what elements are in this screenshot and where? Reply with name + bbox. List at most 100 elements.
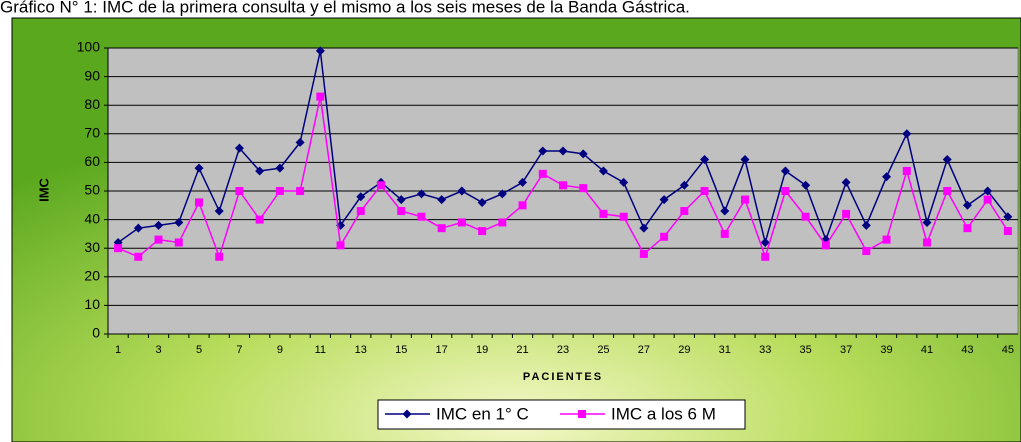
point: [680, 207, 689, 216]
point: [639, 249, 648, 258]
x-tick-label: 13: [355, 344, 367, 356]
point: [599, 209, 608, 218]
point: [518, 201, 527, 210]
point: [579, 184, 588, 193]
point: [498, 218, 507, 227]
point: [336, 241, 345, 250]
x-tick-label: 27: [638, 344, 650, 356]
point: [801, 212, 810, 221]
point: [578, 410, 586, 418]
point: [558, 146, 568, 156]
point: [963, 224, 972, 233]
point: [235, 187, 244, 195]
y-tick-label: 0: [92, 325, 100, 341]
point: [862, 247, 871, 256]
point: [316, 92, 325, 101]
point: [154, 235, 163, 244]
y-tick-label: 40: [84, 210, 100, 226]
point: [1003, 212, 1013, 222]
point: [700, 155, 710, 165]
point: [598, 166, 608, 176]
y-tick-label: 100: [77, 39, 101, 55]
x-tick-label: 1: [115, 344, 121, 356]
point: [114, 244, 123, 253]
point: [134, 252, 143, 261]
chart-title: Gráfico N° 1: IMC de la primera consulta…: [0, 0, 690, 16]
point: [1003, 227, 1012, 236]
point: [133, 223, 143, 233]
point: [402, 409, 412, 419]
point: [780, 166, 790, 176]
point: [821, 241, 830, 250]
point: [922, 217, 932, 227]
point: [720, 206, 730, 216]
x-tick-label: 23: [557, 344, 569, 356]
x-tick-label: 21: [516, 344, 528, 356]
x-tick-label: 3: [155, 344, 161, 356]
point: [377, 181, 385, 190]
x-tick-label: 15: [395, 344, 407, 356]
y-tick-label: 50: [84, 182, 100, 198]
point: [700, 187, 709, 195]
point: [538, 169, 547, 178]
point: [942, 155, 952, 165]
point: [983, 186, 993, 196]
point: [356, 207, 365, 216]
point: [841, 177, 851, 187]
point: [315, 46, 325, 56]
point: [578, 149, 588, 159]
x-tick-label: 41: [921, 344, 933, 356]
point: [437, 195, 447, 205]
point: [861, 220, 871, 230]
x-tick-label: 35: [800, 344, 812, 356]
point: [659, 195, 669, 205]
point: [275, 187, 284, 195]
x-tick-label: 5: [196, 344, 202, 356]
point: [740, 155, 750, 165]
x-tick-label: 37: [840, 344, 852, 356]
x-tick-label: 7: [236, 344, 242, 356]
point: [214, 206, 224, 216]
x-tick-label: 33: [759, 344, 771, 356]
x-tick-label: 31: [719, 344, 731, 356]
x-tick-label: 25: [597, 344, 609, 356]
point: [215, 252, 224, 261]
point: [902, 129, 912, 139]
point: [559, 181, 567, 190]
point: [902, 166, 911, 175]
x-tick-label: 29: [678, 344, 690, 356]
y-tick-label: 70: [84, 125, 100, 141]
point: [801, 180, 811, 190]
point: [882, 172, 892, 182]
point: [174, 238, 183, 247]
x-tick-label: 39: [880, 344, 892, 356]
point: [882, 235, 891, 244]
point: [275, 163, 285, 173]
point: [619, 177, 629, 187]
x-tick-label: 17: [436, 344, 448, 356]
legend-label: IMC en 1° C: [436, 404, 529, 423]
point: [761, 252, 770, 261]
point: [255, 166, 265, 176]
point: [760, 237, 770, 247]
y-tick-label: 90: [84, 67, 100, 83]
point: [356, 192, 366, 202]
y-tick-label: 60: [84, 153, 100, 169]
y-axis-label: IMC: [36, 177, 51, 201]
point: [457, 186, 467, 196]
point: [234, 143, 244, 153]
point: [619, 212, 628, 221]
y-tick-label: 20: [84, 268, 100, 284]
point: [194, 163, 204, 173]
x-tick-label: 45: [1002, 344, 1014, 356]
point: [477, 197, 487, 207]
point: [741, 195, 749, 204]
point: [842, 209, 851, 218]
point: [154, 220, 164, 230]
point: [478, 227, 487, 236]
point: [296, 187, 305, 195]
point: [255, 215, 264, 224]
legend-label: IMC a los 6 M: [611, 404, 716, 423]
point: [518, 177, 528, 187]
